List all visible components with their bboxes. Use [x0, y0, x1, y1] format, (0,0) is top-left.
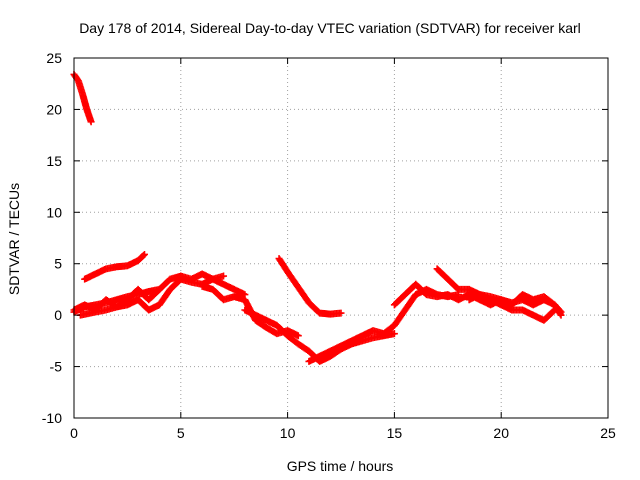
- x-tick-label: 10: [280, 425, 296, 441]
- data-point: [87, 118, 95, 126]
- data-point: [220, 272, 228, 280]
- y-axis-label: SDTVAR / TECUs: [6, 183, 22, 295]
- y-tick-label: 10: [46, 204, 62, 220]
- series-arc12: [465, 291, 565, 316]
- x-tick-label: 5: [177, 425, 185, 441]
- x-tick-label: 25: [600, 425, 616, 441]
- y-tick-label: 20: [46, 101, 62, 117]
- chart-title: Day 178 of 2014, Sidereal Day-to-day VTE…: [79, 20, 581, 36]
- y-tick-label: 25: [46, 50, 62, 66]
- data-point: [294, 332, 302, 340]
- series-arc11: [433, 265, 559, 324]
- data-point: [140, 250, 148, 258]
- y-tick-label: 15: [46, 153, 62, 169]
- data-point: [390, 330, 398, 338]
- x-tick-label: 0: [70, 425, 78, 441]
- y-tick-label: 5: [54, 256, 62, 272]
- x-axis-label: GPS time / hours: [287, 458, 394, 474]
- data-point: [337, 309, 345, 317]
- y-tick-label: 0: [54, 307, 62, 323]
- data-points: [70, 70, 565, 365]
- y-tick-label: -5: [50, 359, 63, 375]
- grid: [74, 58, 608, 418]
- trace-marker: [550, 307, 558, 315]
- trace-marker: [139, 251, 147, 259]
- series-arc1: [70, 70, 95, 126]
- x-tick-label: 15: [387, 425, 403, 441]
- trace-marker: [556, 307, 564, 315]
- series-arc5: [76, 272, 228, 319]
- data-point: [557, 308, 565, 316]
- series-arc8: [275, 255, 345, 318]
- series-arc2: [81, 250, 148, 283]
- y-tick-label: -10: [42, 410, 62, 426]
- axis-ticks: [73, 57, 609, 419]
- plot-frame: [73, 57, 609, 419]
- x-tick-label: 20: [493, 425, 509, 441]
- tick-labels: 0 5 10 15 20 25 -10 -5 0 5 10 15 20 25: [42, 50, 616, 441]
